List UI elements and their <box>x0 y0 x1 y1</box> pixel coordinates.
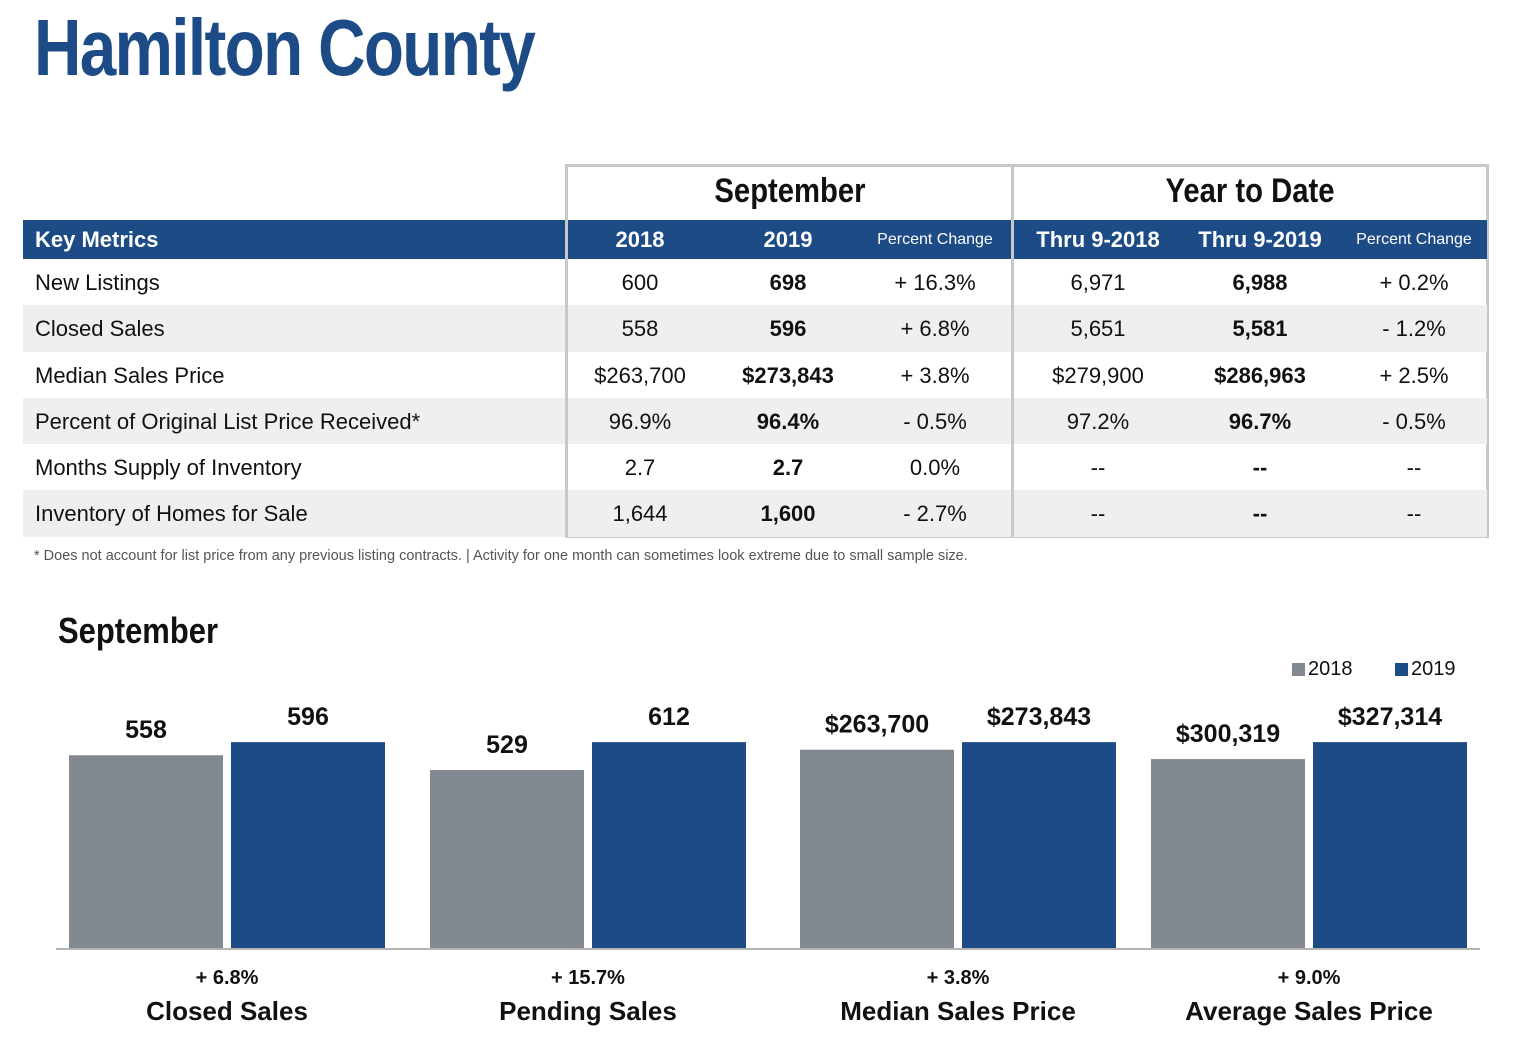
month-2019-value: 1,600 <box>760 501 816 527</box>
legend-label-2019: 2019 <box>1411 658 1456 680</box>
ytd-2018-value: 6,971 <box>1070 270 1126 295</box>
page-title: Hamilton County <box>34 3 536 92</box>
col-header-month-change: Percent Change <box>877 231 993 248</box>
ytd-2019-value: -- <box>1252 501 1268 527</box>
month-2018-value: 558 <box>621 316 659 342</box>
bar-2018 <box>430 770 584 948</box>
category-change-label: + 6.8% <box>196 967 259 989</box>
metric-label: Median Sales Price <box>35 362 225 388</box>
ytd-group-heading: Year to Date <box>1165 172 1335 210</box>
table-row: New Listings 600 698 + 16.3% 6,971 6,988… <box>23 259 1487 305</box>
bar-value-label: $273,843 <box>987 703 1091 731</box>
bar-value-label: 596 <box>287 703 329 731</box>
month-change-value: + 6.8% <box>900 316 970 342</box>
bar-2019 <box>592 742 746 948</box>
metrics-table-header: Key Metrics 2018 2019 Percent Change Thr… <box>23 220 1487 259</box>
ytd-2019-value: -- <box>1252 455 1268 481</box>
bar-value-label: 529 <box>486 731 528 759</box>
legend-label-2018: 2018 <box>1308 658 1353 680</box>
ytd-2018-value: $279,900 <box>1052 362 1144 388</box>
month-change-value: 0.0% <box>909 455 961 481</box>
month-change-value: + 3.8% <box>900 362 970 388</box>
category-label: Closed Sales <box>146 996 308 1026</box>
ytd-2018-value: -- <box>1090 455 1106 481</box>
bar-2018 <box>69 755 223 948</box>
ytd-group-divider <box>1011 164 1014 538</box>
bar-2019 <box>231 742 385 948</box>
col-header-month-2018: 2018 <box>615 227 665 252</box>
ytd-2019-value: 5,581 <box>1232 316 1288 342</box>
month-2018-value: 1,644 <box>612 501 668 527</box>
ytd-change-value: + 0.2% <box>1379 270 1449 295</box>
month-2018-value: 96.9% <box>608 408 672 434</box>
col-header-ytd-2018: Thru 9-2018 <box>1036 227 1160 252</box>
legend-item-2019: 2019 <box>1395 658 1456 681</box>
category-change-label: + 9.0% <box>1278 967 1341 989</box>
legend-swatch-2018 <box>1292 663 1305 676</box>
ytd-change-value: - 1.2% <box>1382 316 1446 342</box>
col-header-ytd-change: Percent Change <box>1356 231 1472 248</box>
ytd-2019-value: 6,988 <box>1232 270 1288 295</box>
table-row: Median Sales Price $263,700 $273,843 + 3… <box>23 352 1487 398</box>
bar-value-label: $300,319 <box>1176 720 1280 748</box>
bar-2018 <box>800 749 954 948</box>
bar-value-label: 612 <box>648 703 690 731</box>
ytd-change-value: - 0.5% <box>1382 408 1446 434</box>
ytd-change-value: + 2.5% <box>1379 362 1449 388</box>
bar-value-label: $327,314 <box>1338 703 1442 731</box>
table-footnote: * Does not account for list price from a… <box>34 548 968 564</box>
ytd-2018-value: -- <box>1090 501 1106 527</box>
legend-swatch-2019 <box>1395 663 1408 676</box>
category-change-label: + 3.8% <box>927 967 990 989</box>
month-2019-value: 698 <box>769 270 807 295</box>
month-change-value: - 0.5% <box>903 408 967 434</box>
category-label: Pending Sales <box>499 996 677 1026</box>
month-change-value: + 16.3% <box>894 270 976 295</box>
month-change-value: - 2.7% <box>903 501 967 527</box>
month-2018-value: 2.7 <box>624 455 656 481</box>
metric-label: Months Supply of Inventory <box>35 455 302 481</box>
month-2019-value: 596 <box>769 316 807 342</box>
ytd-2019-value: 96.7% <box>1228 408 1292 434</box>
month-2018-value: 600 <box>621 270 659 295</box>
bar-2019 <box>962 742 1116 948</box>
table-row: Inventory of Homes for Sale 1,644 1,600 … <box>23 490 1487 537</box>
table-row: Percent of Original List Price Received*… <box>23 397 1487 445</box>
metric-label: Inventory of Homes for Sale <box>35 501 308 527</box>
category-label: Average Sales Price <box>1185 996 1433 1026</box>
ytd-2019-value: $286,963 <box>1214 362 1306 388</box>
chart-heading: September <box>58 610 219 651</box>
bar-value-label: $263,700 <box>825 711 929 739</box>
bar-value-label: 558 <box>125 716 167 744</box>
category-label: Median Sales Price <box>840 996 1076 1026</box>
metric-label: New Listings <box>35 270 160 295</box>
ytd-2018-value: 97.2% <box>1066 408 1130 434</box>
table-row: Months Supply of Inventory 2.7 2.7 0.0% … <box>23 444 1487 490</box>
col-header-metric: Key Metrics <box>35 227 159 252</box>
category-change-label: + 15.7% <box>551 967 625 989</box>
col-header-ytd-2019: Thru 9-2019 <box>1198 227 1322 252</box>
metric-label: Closed Sales <box>35 316 165 342</box>
month-2019-value: $273,843 <box>742 362 834 388</box>
month-group-divider <box>565 164 568 538</box>
month-2018-value: $263,700 <box>594 362 686 388</box>
month-2019-value: 2.7 <box>772 455 804 481</box>
table-row: Closed Sales 558 596 + 6.8% 5,651 5,581 … <box>23 305 1487 352</box>
month-group-heading: September <box>714 172 866 210</box>
legend-item-2018: 2018 <box>1292 658 1353 681</box>
bar-2018 <box>1151 759 1305 948</box>
month-2019-value: 96.4% <box>756 408 820 434</box>
ytd-2018-value: 5,651 <box>1070 316 1126 342</box>
ytd-change-value: -- <box>1406 455 1422 481</box>
col-header-month-2019: 2019 <box>763 227 813 252</box>
metric-label: Percent of Original List Price Received* <box>35 408 421 434</box>
metrics-table-body: New Listings 600 698 + 16.3% 6,971 6,988… <box>23 259 1487 537</box>
bar-2019 <box>1313 742 1467 948</box>
ytd-change-value: -- <box>1406 501 1422 527</box>
